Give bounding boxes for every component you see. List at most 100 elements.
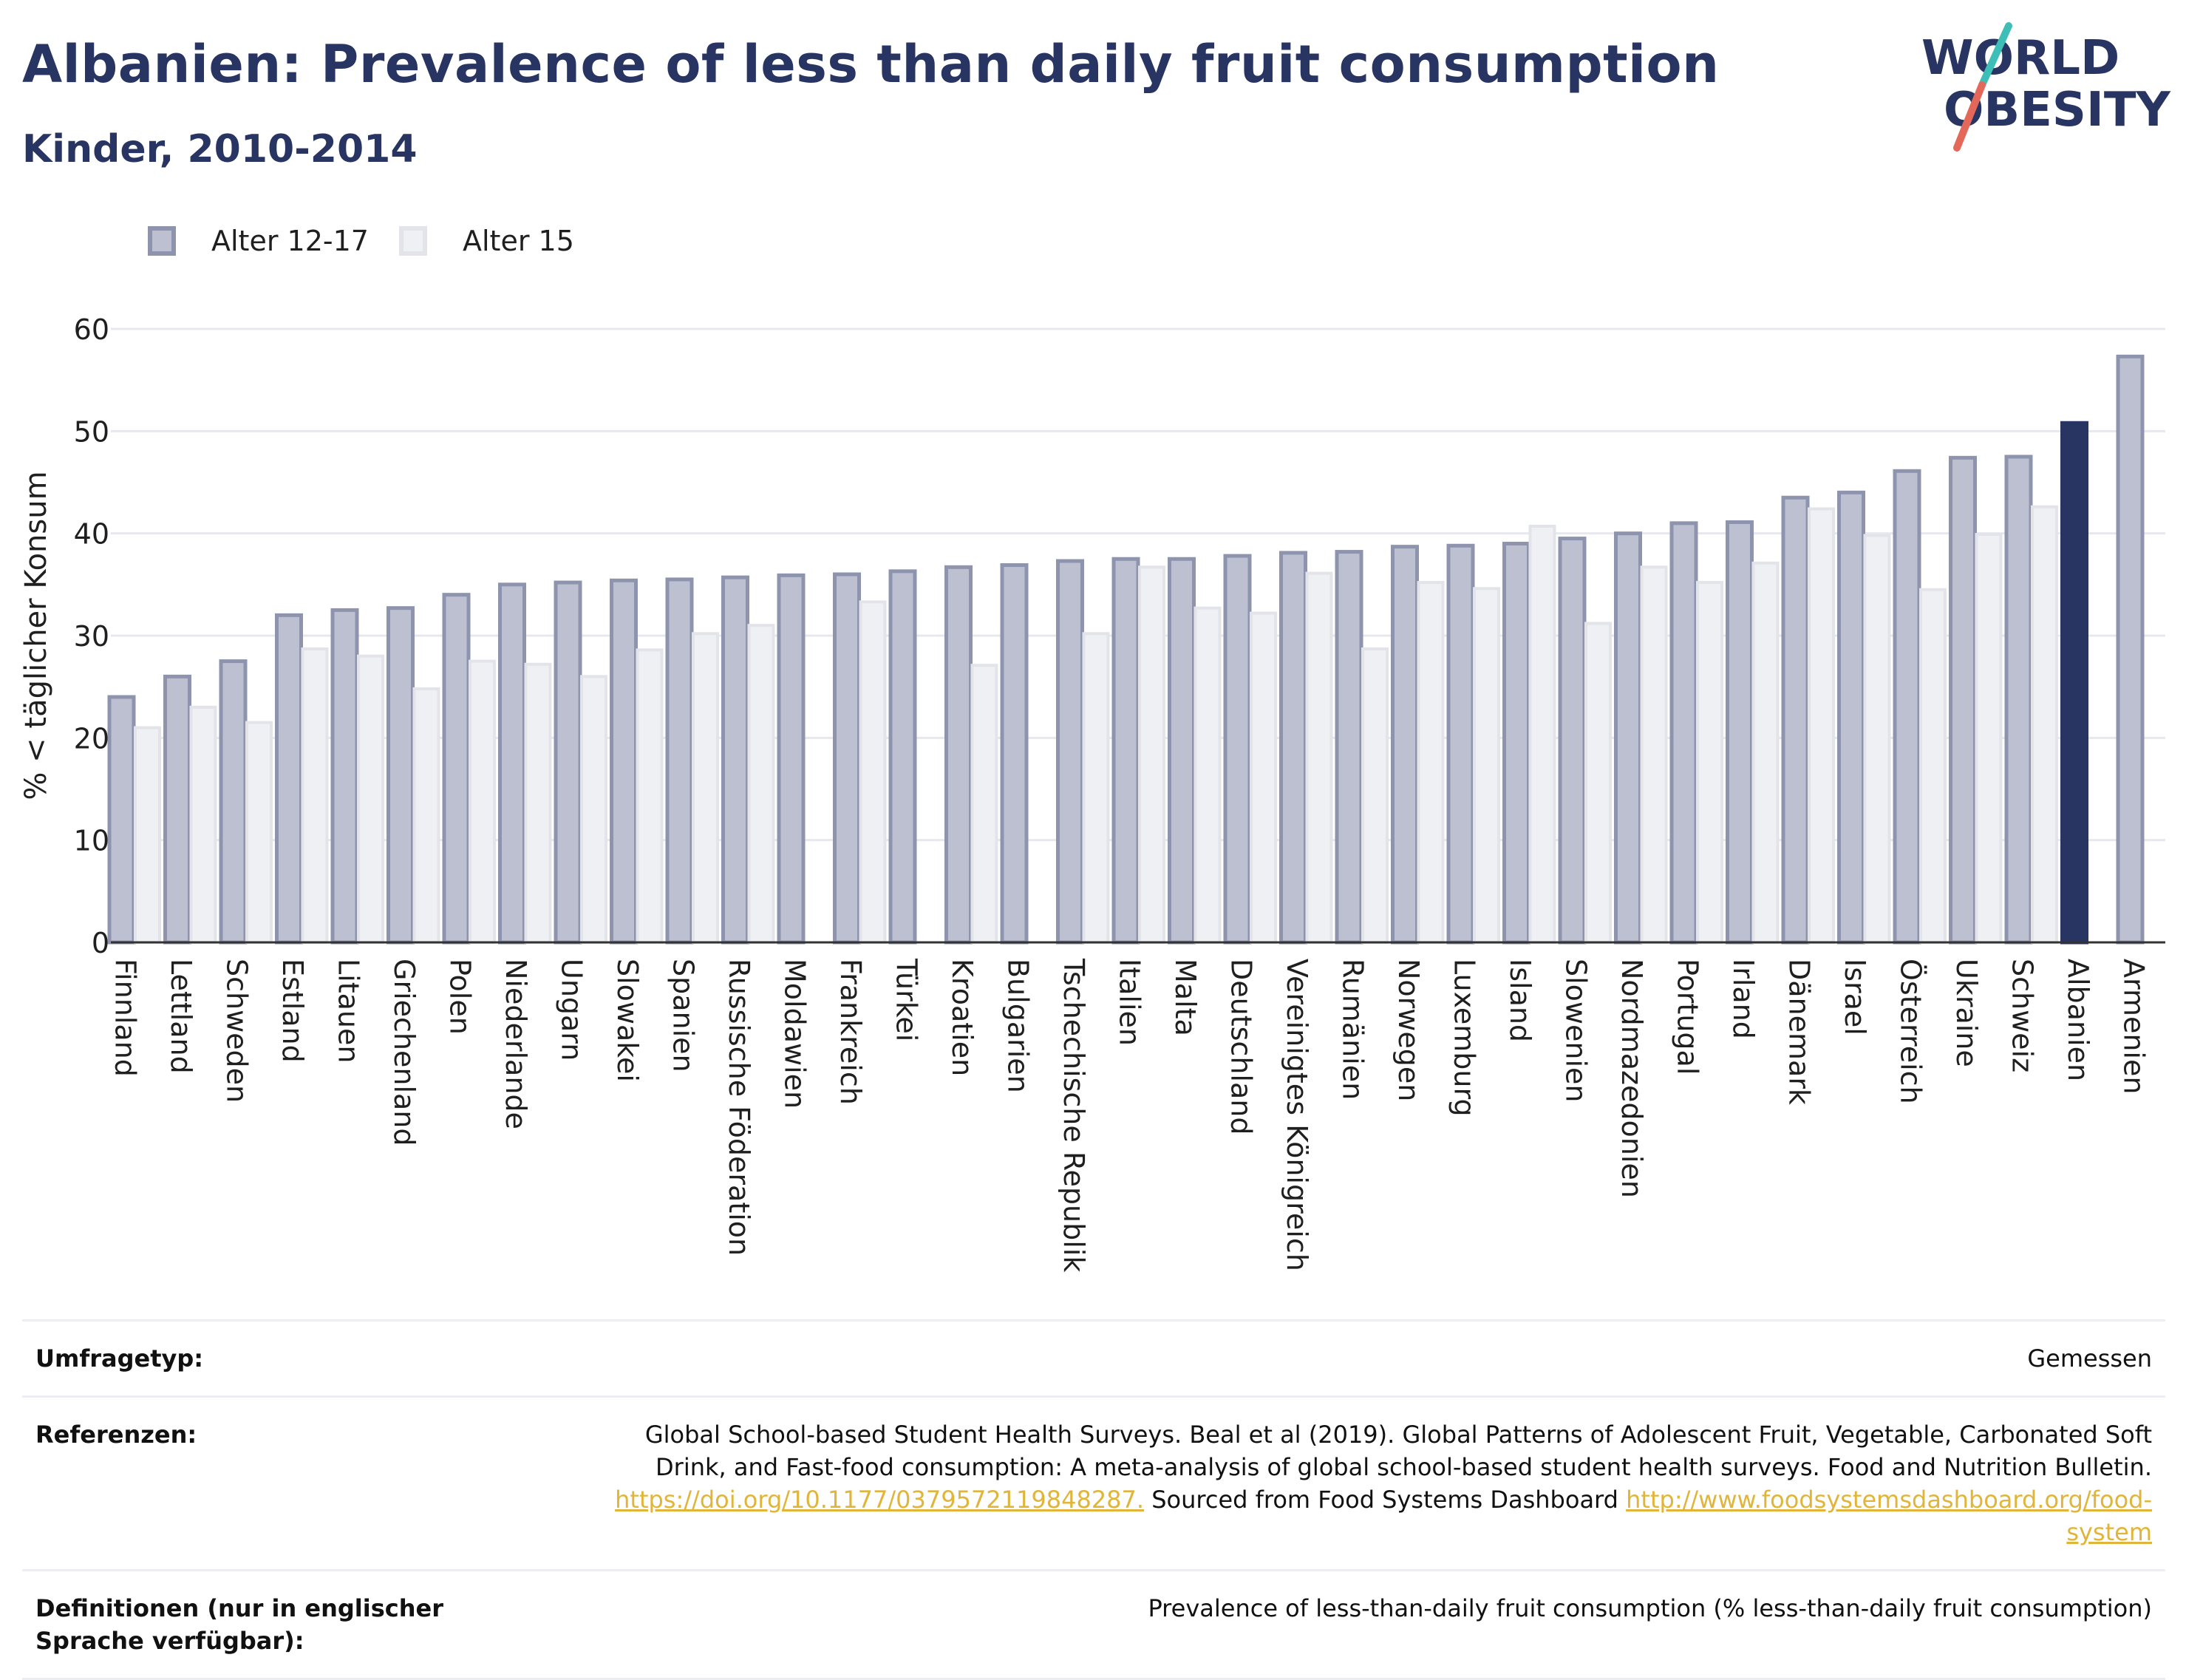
x-tick-label: Ungarn (556, 959, 588, 1061)
legend-label-12-17: Alter 12-17 (211, 225, 369, 257)
legend-label-15: Alter 15 (463, 225, 574, 257)
definitions-value: Prevalence of less-than-daily fruit cons… (1148, 1594, 2152, 1622)
bar-alter-15 (357, 654, 384, 944)
x-tick-label: Finnland (109, 959, 142, 1077)
bar-alter-12-17 (1056, 559, 1084, 945)
survey-type-label: Umfragetyp: (35, 1344, 204, 1373)
bar-alter-12-17 (554, 580, 582, 945)
x-tick-label: Frankreich (834, 959, 867, 1105)
bar-alter-12-17 (442, 593, 471, 945)
bar-alter-15 (189, 705, 217, 944)
bar-alter-12-17 (1837, 490, 1865, 945)
bar-alter-12-17 (1111, 557, 1140, 945)
legend-item-12-17[interactable]: Alter 12-17 (148, 219, 369, 263)
x-tick-label: Türkei (891, 958, 923, 1041)
bar-alter-15 (692, 632, 719, 944)
bar-alter-15 (2031, 505, 2058, 944)
x-tick-label: Rumänien (1337, 959, 1369, 1100)
x-tick-label: Moldawien (779, 959, 811, 1109)
legend-swatch-15 (399, 226, 427, 256)
bar-alter-15 (859, 600, 887, 944)
logo-line1: WORLD (1921, 31, 2119, 86)
x-tick-label: Nordmazedonien (1615, 959, 1648, 1198)
bar-alter-15 (1082, 632, 1110, 944)
x-tick-label: Griechenland (388, 959, 420, 1146)
y-tick-label: 0 (92, 927, 109, 959)
references-sourced-text: Sourced from Food Systems Dashboard (1144, 1486, 1627, 1514)
x-tick-label: Norwegen (1392, 959, 1425, 1101)
bar-alter-12-17 (1949, 455, 1977, 945)
y-tick-label: 40 (74, 518, 109, 551)
y-tick-label: 50 (74, 415, 109, 448)
bar-alter-12-17 (721, 575, 749, 945)
x-tick-label: Estland (276, 959, 309, 1063)
bar-alter-15 (1138, 565, 1165, 944)
bar-alter-15 (1975, 533, 2003, 944)
x-tick-label: Tschechische Republik (1058, 958, 1090, 1272)
bar-alter-15 (1361, 647, 1389, 944)
x-tick-label: Kroatien (946, 959, 978, 1076)
bar-alter-12-17 (1391, 545, 1419, 945)
bar-chart: 0 10 20 30 40 50 60 Finnland Lettland Schweden Es… (19, 313, 2165, 1272)
bars (107, 354, 2145, 945)
y-axis-title: % < täglicher Konsum (19, 471, 53, 800)
bar-alter-12-17 (275, 613, 303, 945)
bar-alter-15 (1194, 606, 1222, 944)
y-tick-labels: 0 10 20 30 40 50 60 (74, 313, 109, 959)
references-text: Global School-based Student Health Surve… (644, 1421, 2152, 1481)
bar-alter-15 (301, 647, 329, 944)
bar-alter-12-17 (1335, 550, 1363, 945)
bar-alter-15 (970, 664, 998, 944)
bar-alter-12-17 (1558, 537, 1587, 945)
x-tick-label: Deutschland (1225, 959, 1258, 1135)
x-tick-label: Russische Föderation (723, 959, 755, 1256)
x-tick-labels: Finnland Lettland Schweden Estland Litauen Gr… (109, 958, 2151, 1272)
survey-type-value: Gemessen (2027, 1344, 2152, 1373)
references-value: Global School-based Student Health Surve… (600, 1418, 2152, 1548)
bar-alter-15 (412, 687, 440, 945)
bar-alter-12-17 (1781, 495, 1810, 945)
y-tick-label: 30 (74, 620, 109, 653)
bar-alter-15 (1863, 534, 1891, 944)
x-tick-label: Vereinigtes Königreich (1281, 959, 1313, 1271)
bar-alter-12-17 (163, 674, 191, 945)
references-doi-link[interactable]: https://doi.org/10.1177/0379572119848287… (615, 1486, 1145, 1514)
bar-alter-15 (580, 675, 607, 944)
x-tick-label: Slowenien (1560, 959, 1593, 1103)
bar-alter-12-17 (2004, 455, 2033, 945)
bar-alter-12-17 (1168, 557, 1196, 945)
bar-alter-15 (636, 648, 664, 944)
bar-alter-12-17 (1669, 521, 1698, 945)
x-tick-label: Israel (1839, 959, 1871, 1035)
bar-alter-12-17 (498, 582, 526, 945)
bar-alter-15 (524, 662, 552, 944)
x-tick-label: Spanien (667, 959, 700, 1072)
meta-row-references: Referenzen: Global School-based Student … (22, 1395, 2165, 1569)
bar-alter-15 (1417, 581, 1445, 944)
x-tick-label: Österreich (1895, 959, 1927, 1104)
x-tick-label: Dänemark (1783, 959, 1816, 1105)
bar-alter-12-17 (944, 565, 973, 945)
bar-alter-15 (134, 726, 161, 944)
bar-alter-12-17 (888, 569, 917, 945)
references-dashboard-link[interactable]: http://www.foodsystemsdashboard.org/food… (1626, 1486, 2152, 1546)
bar-alter-15 (1751, 561, 1780, 944)
x-tick-label: Niederlande (500, 959, 532, 1129)
x-tick-label: Litauen (333, 959, 365, 1063)
bar-alter-12-17 (665, 577, 694, 945)
bar-alter-15 (1305, 571, 1333, 944)
definitions-label: Definitionen (nur in englischer Sprache … (35, 1594, 443, 1655)
x-tick-label: Albanien (2062, 959, 2094, 1081)
bar-alter-12-17 (833, 572, 861, 945)
x-tick-label: Schweiz (2006, 959, 2039, 1072)
x-tick-label: Island (1504, 959, 1536, 1042)
bar-alter-15 (1250, 611, 1277, 944)
bar-alter-15 (1584, 622, 1612, 944)
bar-alter-15 (1808, 507, 1835, 944)
bar-alter-12-17 (1000, 563, 1029, 945)
bar-alter-15 (1473, 587, 1500, 944)
metadata-table: Umfragetyp: Gemessen Referenzen: Global … (22, 1319, 2165, 1680)
legend-item-15[interactable]: Alter 15 (399, 219, 574, 263)
x-tick-label: Bulgarien (1002, 959, 1035, 1093)
bar-alter-15 (1528, 524, 1556, 944)
